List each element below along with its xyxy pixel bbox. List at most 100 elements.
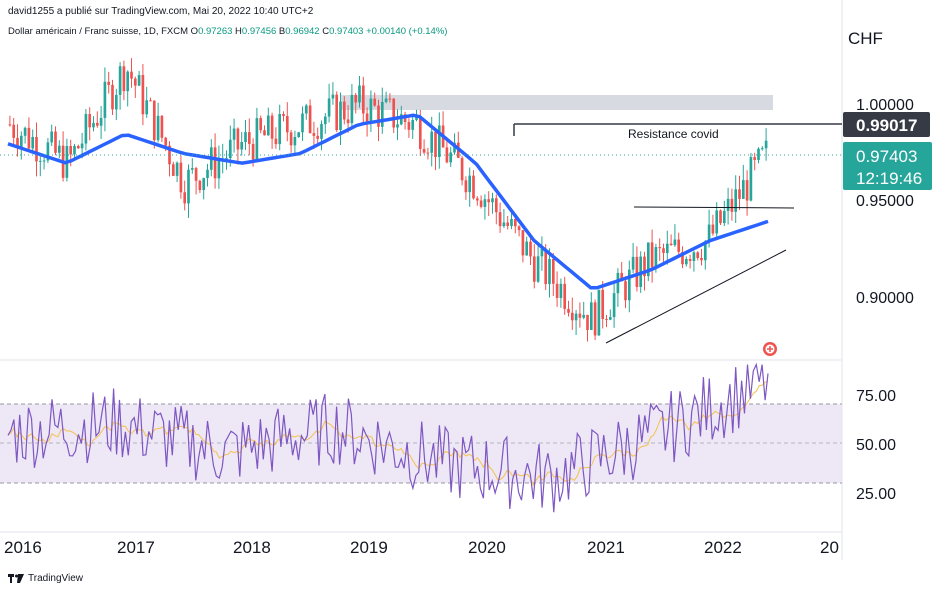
candle-body	[665, 243, 669, 253]
candle-body	[31, 137, 35, 149]
candle-body	[88, 114, 92, 128]
triangle-top-line[interactable]	[633, 206, 795, 209]
candle-body	[54, 131, 57, 153]
candle-body	[563, 283, 567, 309]
candle-body	[567, 308, 570, 313]
candle-body	[217, 159, 221, 179]
candle-body	[152, 100, 156, 141]
candle-body	[464, 180, 468, 193]
footer-brand[interactable]: TradingView	[8, 573, 83, 584]
candle-body	[327, 98, 331, 117]
candle-body	[551, 258, 555, 284]
candle-body	[475, 198, 479, 201]
candle-body	[297, 132, 301, 137]
candle-body	[635, 256, 639, 287]
candle-body	[232, 128, 236, 140]
candle-body	[293, 136, 297, 146]
candle-body	[764, 140, 768, 149]
candle-body	[506, 222, 510, 227]
candle-body	[555, 283, 559, 298]
candle-body	[422, 148, 426, 153]
candle-body	[42, 160, 46, 162]
candle-body	[620, 272, 624, 282]
candle-body	[320, 124, 323, 139]
candle-body	[449, 152, 453, 163]
candle-body	[468, 175, 472, 193]
candle-body	[434, 131, 437, 158]
candle-body	[407, 121, 411, 130]
candle-body	[133, 78, 137, 86]
candle-body	[365, 113, 369, 124]
candle-body	[251, 143, 255, 160]
moving-average-line[interactable]	[7, 113, 769, 290]
candle-body	[270, 115, 274, 139]
candle-body	[92, 122, 95, 128]
candle-body	[574, 313, 578, 321]
candle-body	[658, 247, 662, 249]
candle-body	[536, 256, 540, 282]
candle-body	[669, 243, 673, 246]
candle-body	[190, 168, 194, 170]
candle-body	[388, 98, 392, 100]
year-label-2019: 2019	[350, 538, 388, 557]
price-tick-3: 0.90000	[856, 290, 914, 307]
candle-body	[342, 101, 346, 120]
candle-body	[114, 94, 118, 110]
candle-body	[498, 212, 502, 227]
candle-body	[734, 189, 738, 212]
candle-body	[738, 189, 741, 199]
candle-body	[202, 178, 206, 191]
candle-body	[16, 137, 19, 148]
candle-body	[164, 137, 168, 146]
candle-body	[722, 210, 726, 224]
candle-body	[548, 258, 551, 285]
close-label: C	[322, 26, 330, 37]
candle-body	[494, 198, 498, 213]
candle-body	[741, 180, 745, 199]
candle-body	[12, 124, 16, 138]
candle-body	[301, 113, 304, 133]
candle-body	[346, 119, 350, 124]
candle-body	[399, 114, 403, 125]
candle-body	[179, 162, 183, 193]
candle-body	[350, 94, 354, 124]
candle-body	[384, 98, 388, 102]
candle-body	[597, 289, 601, 336]
candle-body	[586, 314, 589, 330]
candle-body	[141, 75, 145, 115]
candle-body	[700, 258, 703, 261]
rsi-tick-75: 75.00	[856, 388, 896, 405]
candle-body	[608, 317, 612, 320]
candle-body	[730, 198, 734, 212]
candle-body	[593, 302, 597, 336]
resistance-zone[interactable]	[340, 95, 773, 110]
candle-body	[183, 192, 187, 204]
candle-body	[688, 259, 692, 261]
candle-body	[130, 71, 133, 79]
tradingview-logo-icon	[8, 574, 24, 583]
year-label-2016: 2016	[4, 538, 42, 557]
candle-body	[194, 168, 198, 181]
candle-body	[27, 127, 31, 149]
candle-body	[529, 241, 532, 257]
candle-body	[126, 71, 130, 92]
candle-body	[643, 256, 646, 277]
alert-marker[interactable]	[763, 342, 777, 356]
candle-body	[198, 180, 202, 191]
candle-body	[38, 160, 42, 162]
candle-body	[753, 157, 757, 160]
rsi-line[interactable]	[7, 362, 769, 513]
candle-body	[137, 75, 141, 86]
candle-body	[510, 219, 513, 227]
candle-body	[460, 157, 464, 181]
triangle-bottom-line[interactable]	[605, 249, 787, 344]
candle-body	[703, 241, 707, 261]
candle-body	[612, 293, 616, 318]
candle-body	[430, 131, 434, 153]
change-value: +0.00140 (+0.14%)	[366, 26, 448, 37]
candle-body	[316, 135, 320, 139]
candle-body	[517, 226, 521, 231]
candle-body	[282, 114, 285, 117]
candle-body	[415, 117, 418, 120]
